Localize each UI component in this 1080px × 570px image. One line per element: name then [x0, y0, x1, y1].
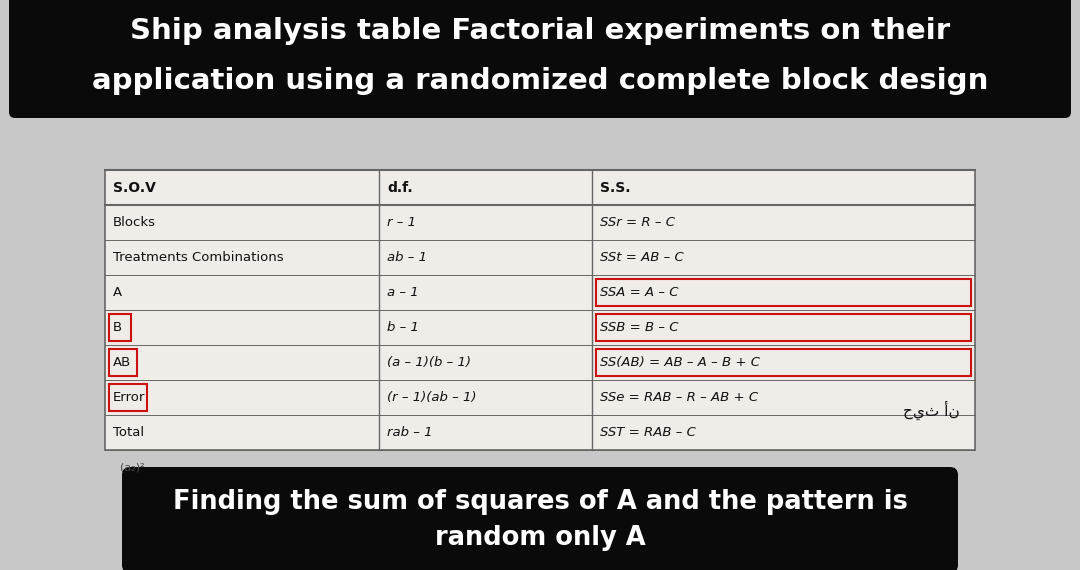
Text: SSe = RAB – R – AB + C: SSe = RAB – R – AB + C: [600, 391, 758, 404]
Text: random only A: random only A: [434, 525, 646, 551]
Text: SSr = R – C: SSr = R – C: [600, 216, 675, 229]
Text: SST = RAB – C: SST = RAB – C: [600, 426, 697, 439]
Text: SSB = B – C: SSB = B – C: [600, 321, 678, 334]
Text: SS(AB) = AB – A – B + C: SS(AB) = AB – A – B + C: [600, 356, 760, 369]
Text: ab – 1: ab – 1: [387, 251, 427, 264]
Text: S.O.V: S.O.V: [113, 181, 156, 194]
Text: Ship analysis table Factorial experiments on their: Ship analysis table Factorial experiment…: [130, 17, 950, 46]
Text: rab – 1: rab – 1: [387, 426, 433, 439]
Text: a – 1: a – 1: [387, 286, 419, 299]
Text: Total: Total: [113, 426, 144, 439]
Text: حيث أن: حيث أن: [903, 400, 960, 420]
Text: (r – 1)(ab – 1): (r – 1)(ab – 1): [387, 391, 476, 404]
Text: Treatments Combinations: Treatments Combinations: [113, 251, 284, 264]
Text: (a₂)²: (a₂)²: [120, 463, 145, 473]
Text: S.S.: S.S.: [600, 181, 631, 194]
FancyBboxPatch shape: [122, 467, 958, 570]
Text: d.f.: d.f.: [387, 181, 413, 194]
FancyBboxPatch shape: [9, 0, 1071, 118]
Text: AB: AB: [113, 356, 132, 369]
Text: SSt = AB – C: SSt = AB – C: [600, 251, 684, 264]
Text: Finding the sum of squares of A and the pattern is: Finding the sum of squares of A and the …: [173, 489, 907, 515]
Text: Blocks: Blocks: [113, 216, 156, 229]
Text: (a – 1)(b – 1): (a – 1)(b – 1): [387, 356, 471, 369]
Text: application using a randomized complete block design: application using a randomized complete …: [92, 67, 988, 95]
FancyBboxPatch shape: [105, 170, 975, 450]
Text: B: B: [113, 321, 122, 334]
Text: r – 1: r – 1: [387, 216, 416, 229]
Text: b – 1: b – 1: [387, 321, 419, 334]
Text: Error: Error: [113, 391, 146, 404]
Text: SSA = A – C: SSA = A – C: [600, 286, 678, 299]
Text: A: A: [113, 286, 122, 299]
